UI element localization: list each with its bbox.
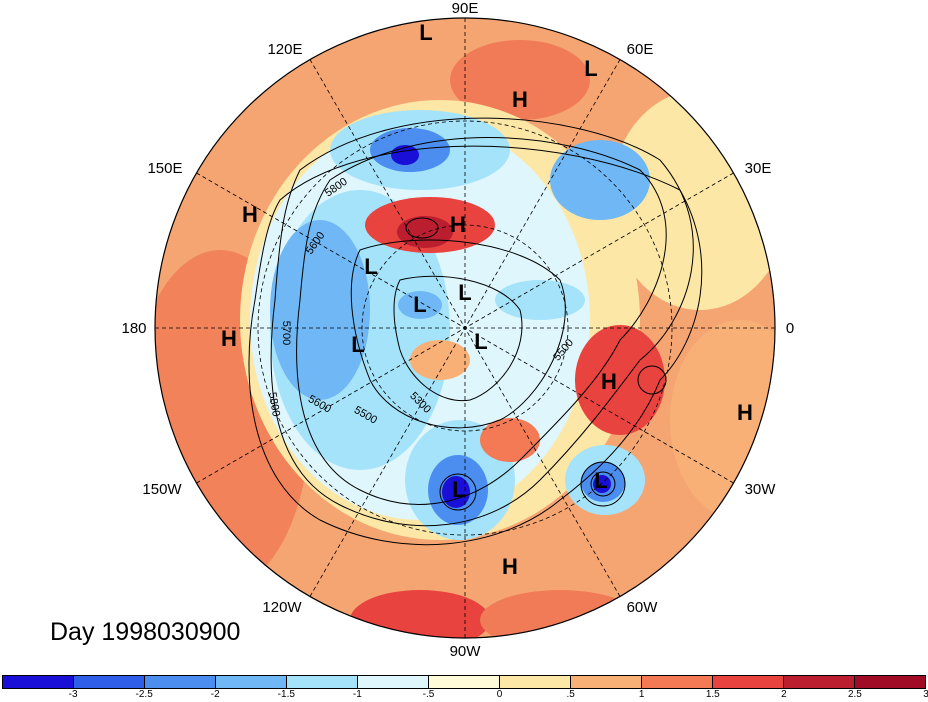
colorbar-swatch: [571, 676, 642, 688]
height-contours: [248, 117, 703, 546]
polar-map: 90E 60E 30E 0 30W 60W 90W 120W 150W 180 …: [121, 0, 794, 660]
map-boundary: [154, 17, 776, 639]
lon-label-150e: 150E: [147, 160, 182, 177]
colorbar-label: 3: [923, 689, 928, 700]
pressure-marker: H: [221, 326, 237, 351]
lon-label-60e: 60E: [627, 41, 654, 58]
colorbar-label: 1: [638, 689, 645, 700]
graticule: [155, 18, 775, 638]
lon-label-30w: 30W: [745, 481, 777, 498]
lon-label-120w: 120W: [262, 599, 302, 616]
pressure-marker: L: [584, 56, 597, 81]
colorbar-swatch: [713, 676, 784, 688]
pressure-marker: L: [474, 329, 487, 354]
lon-label-30e: 30E: [745, 160, 772, 177]
lon-label-0: 0: [786, 320, 794, 337]
colorbar-swatch: [500, 676, 571, 688]
colorbar-swatch: [216, 676, 287, 688]
lon-label-60w: 60W: [627, 599, 659, 616]
colorbar-swatch: [287, 676, 358, 688]
contour-label: 5700: [280, 321, 292, 345]
pressure-marker: L: [351, 332, 364, 357]
day-title: Day 1998030900: [50, 618, 241, 646]
pressure-markers: L H L H H L L L H L L H H L L H: [221, 20, 753, 579]
colorbar-label: -3: [68, 689, 78, 700]
pressure-marker: H: [512, 87, 528, 112]
lon-label-90w: 90W: [450, 643, 482, 660]
colorbar-label: -.5: [422, 689, 435, 700]
colorbar-labels: -3 -2.5 -2 -1.5 -1 -.5 0 .5 1 1.5 2 2.5 3: [0, 689, 928, 702]
pressure-marker: L: [413, 292, 426, 317]
lon-label-180: 180: [121, 320, 146, 337]
colorbar-swatch: [358, 676, 429, 688]
pressure-marker: L: [458, 280, 471, 305]
colorbar-label: -1: [352, 689, 362, 700]
contour-label: 5800: [266, 391, 282, 417]
colorbar-swatch: [642, 676, 713, 688]
colorbar-swatch: [145, 676, 216, 688]
colorbar-label: -2.5: [135, 689, 153, 700]
pressure-marker: L: [364, 254, 377, 279]
colorbar-label: 2: [781, 689, 787, 700]
pressure-marker: H: [242, 202, 258, 227]
pressure-marker: L: [419, 20, 432, 45]
colorbar-swatch: [3, 676, 74, 688]
pressure-marker: L: [452, 477, 465, 502]
lon-label-150w: 150W: [142, 481, 182, 498]
colorbar-swatch: [784, 676, 855, 688]
pressure-marker: H: [502, 554, 518, 579]
pressure-marker: H: [450, 212, 466, 237]
pressure-marker: L: [594, 468, 607, 493]
colorbar-swatch: [855, 676, 925, 688]
colorbar: [2, 675, 926, 689]
colorbar-label: -2: [210, 689, 220, 700]
pressure-marker: H: [737, 400, 753, 425]
colorbar-swatch: [74, 676, 145, 688]
colorbar-label: 0: [496, 689, 503, 700]
colorbar-label: -1.5: [277, 689, 295, 700]
colorbar-label: 2.5: [847, 689, 862, 700]
colorbar-swatch: [429, 676, 500, 688]
colorbar-label: 1.5: [705, 689, 720, 700]
pressure-marker: H: [601, 369, 617, 394]
lon-label-90e: 90E: [452, 0, 479, 17]
colorbar-label: .5: [566, 689, 575, 700]
longitude-labels: 90E 60E 30E 0 30W 60W 90W 120W 150W 180 …: [121, 0, 794, 660]
lon-label-120e: 120E: [267, 41, 302, 58]
